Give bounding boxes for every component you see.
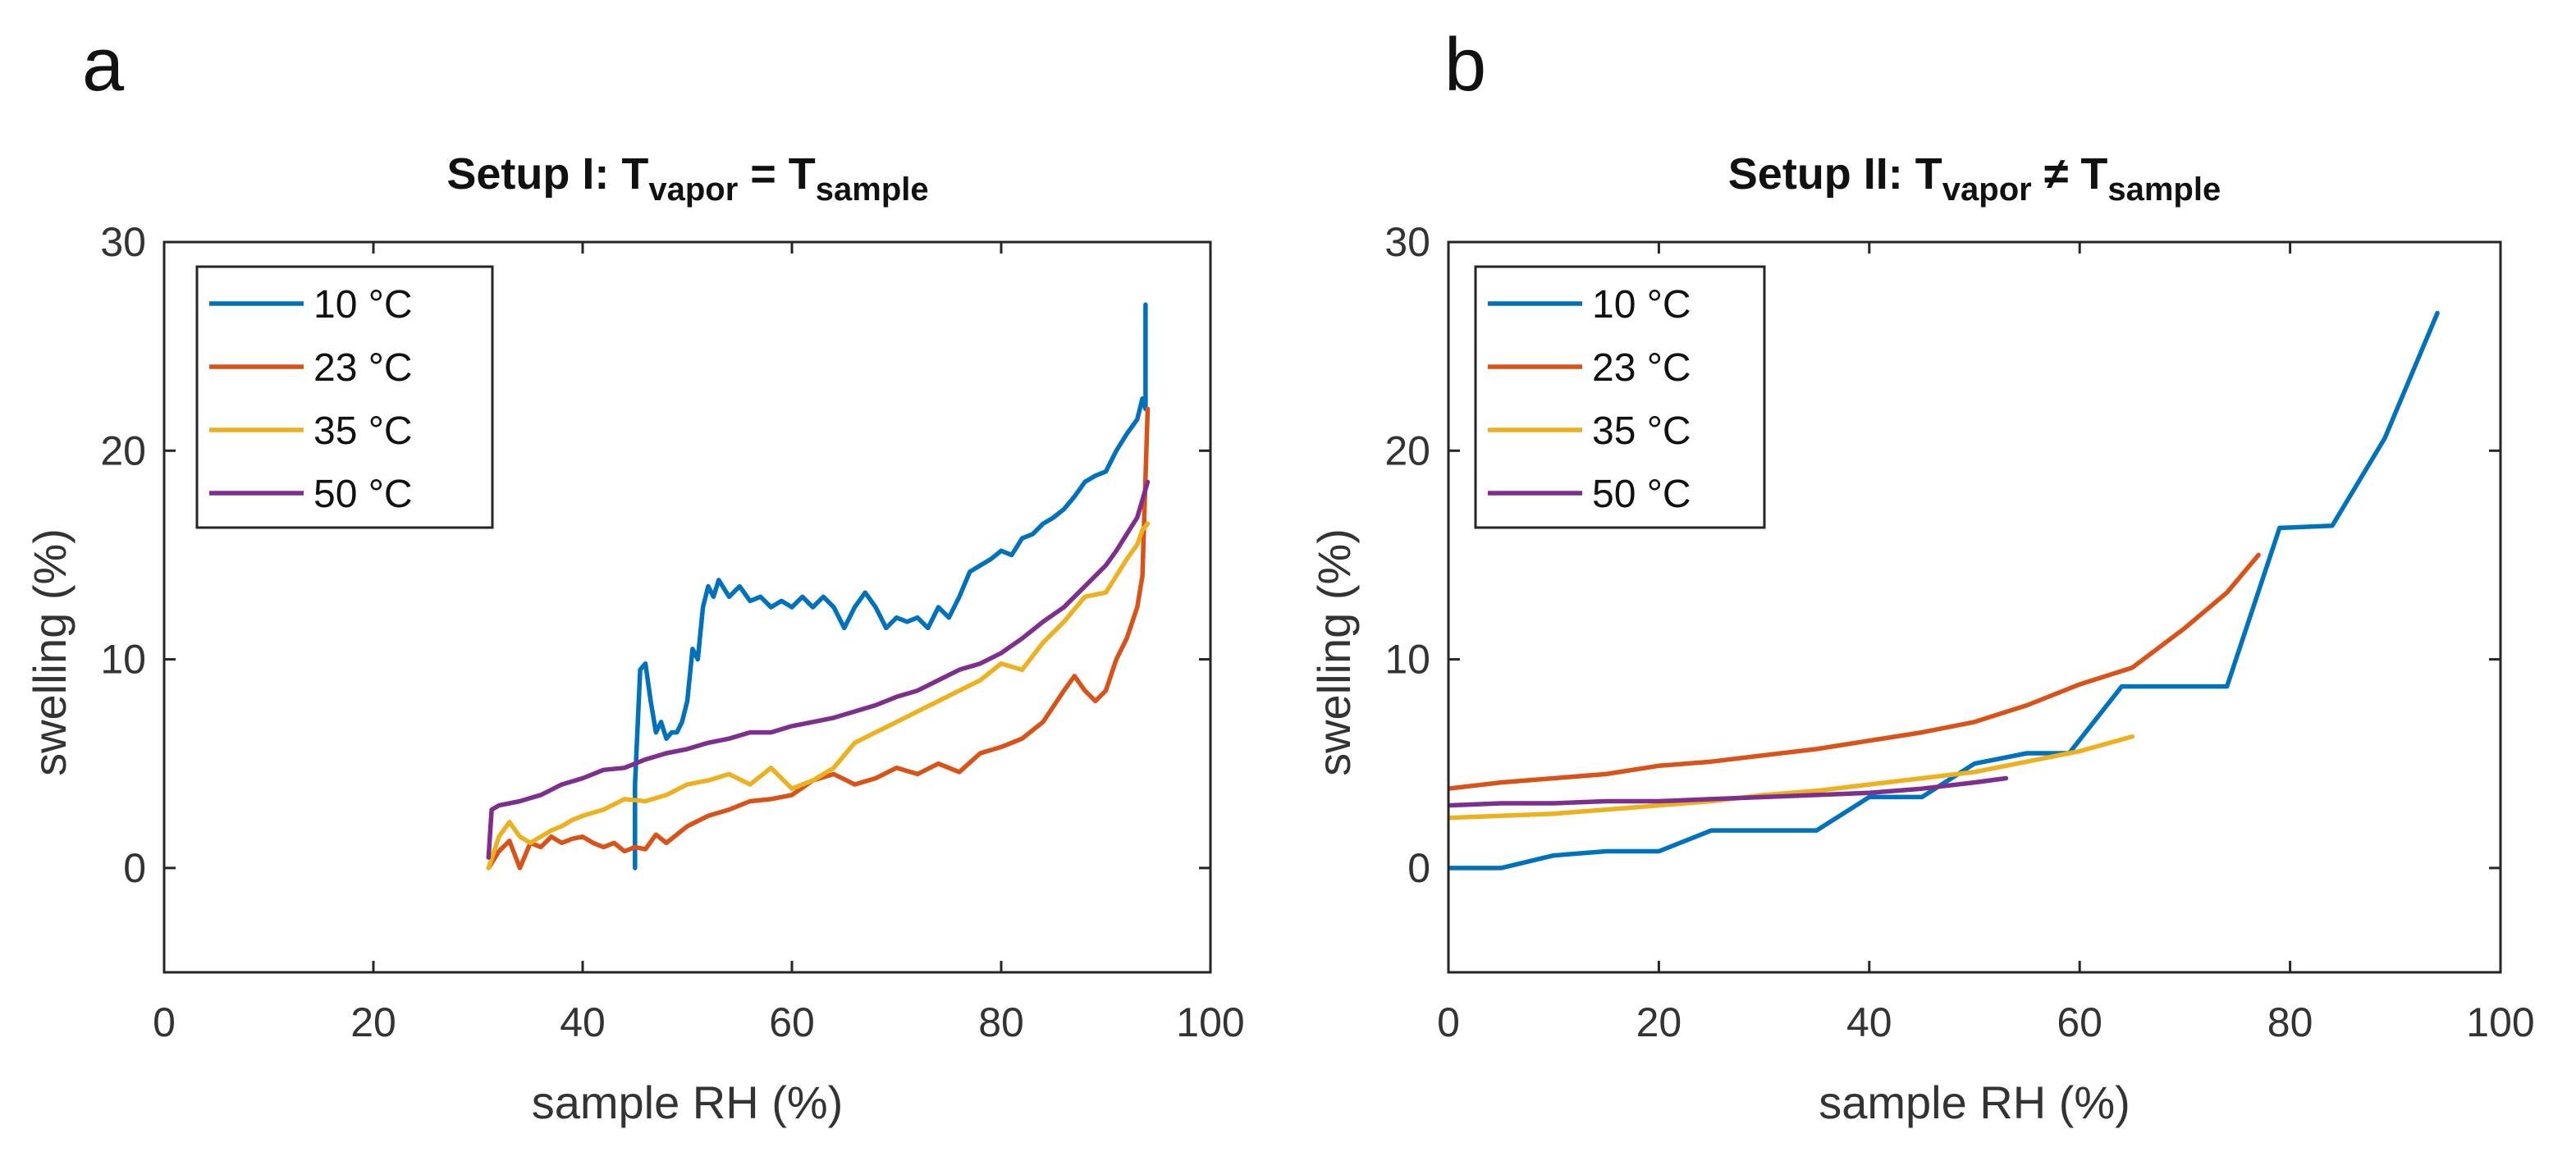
series-line-50C (486, 479, 1151, 860)
series-line-23C (486, 406, 1151, 871)
legend-entry: 35 °C (313, 409, 413, 453)
y-tick-label: 10 (100, 637, 146, 683)
y-tick-label: 0 (1407, 845, 1430, 891)
series-line-23C (1448, 552, 2261, 791)
x-axis-label: sample RH (%) (532, 1077, 844, 1128)
legend-entry: 50 °C (313, 473, 413, 516)
y-tick-label: 20 (1384, 427, 1430, 473)
y-tick-label: 30 (1384, 219, 1430, 265)
chart-title: Setup II: Tvapor ≠ Tsample (1728, 149, 2221, 208)
legend-entry: 10 °C (1592, 283, 1691, 327)
x-tick-label: 40 (1846, 999, 1892, 1045)
y-axis-label: swelling (%) (24, 528, 75, 776)
x-axis-label: sample RH (%) (1819, 1077, 2130, 1128)
x-tick-label: 60 (2057, 999, 2102, 1045)
panel-label: b (1444, 23, 1486, 107)
x-tick-label: 100 (2466, 999, 2534, 1045)
legend-entry: 50 °C (1592, 473, 1691, 516)
series-line-50C (1448, 775, 2009, 808)
x-tick-label: 40 (560, 999, 606, 1045)
series-line-35C (486, 521, 1151, 871)
legend-entry: 10 °C (313, 283, 413, 327)
series-line-10C (633, 302, 1148, 871)
legend: 10 °C 23 °C 35 °C 50 °C (195, 265, 494, 529)
chart-title: Setup I: Tvapor = Tsample (446, 149, 928, 208)
x-tick-label: 0 (1437, 999, 1460, 1045)
axes-frame (162, 240, 1212, 974)
series-line-35C (1448, 734, 2135, 821)
chart-panel-a: a Setup I: Tvapor = Tsample 0 20 40 60 80 100 0 1… (24, 23, 1245, 1128)
y-tick-label: 30 (100, 219, 146, 265)
y-axis-label: swelling (%) (1308, 528, 1360, 776)
legend-entry: 23 °C (1592, 346, 1691, 390)
legend-box (1474, 265, 1766, 529)
y-tick-label: 20 (100, 427, 146, 473)
x-tick-label: 20 (1636, 999, 1682, 1045)
legend: 10 °C 23 °C 35 °C 50 °C (1474, 265, 1766, 529)
y-tick-label: 0 (123, 845, 146, 891)
legend-entry: 35 °C (1592, 409, 1691, 453)
x-tick-label: 100 (1176, 999, 1244, 1045)
axes-frame (1447, 240, 2502, 974)
x-tick-label: 0 (153, 999, 176, 1045)
chart-panel-b: b Setup II: Tvapor ≠ Tsample 0 20 40 60 80 100 0… (1308, 23, 2535, 1128)
legend-box (195, 265, 494, 529)
x-tick-label: 80 (978, 999, 1024, 1045)
y-tick-label: 10 (1384, 637, 1430, 683)
panel-label: a (82, 23, 125, 107)
x-tick-label: 20 (350, 999, 396, 1045)
x-tick-label: 80 (2267, 999, 2313, 1045)
legend-entry: 23 °C (313, 346, 413, 390)
x-tick-label: 60 (769, 999, 815, 1045)
series-line-10C (1448, 310, 2440, 871)
